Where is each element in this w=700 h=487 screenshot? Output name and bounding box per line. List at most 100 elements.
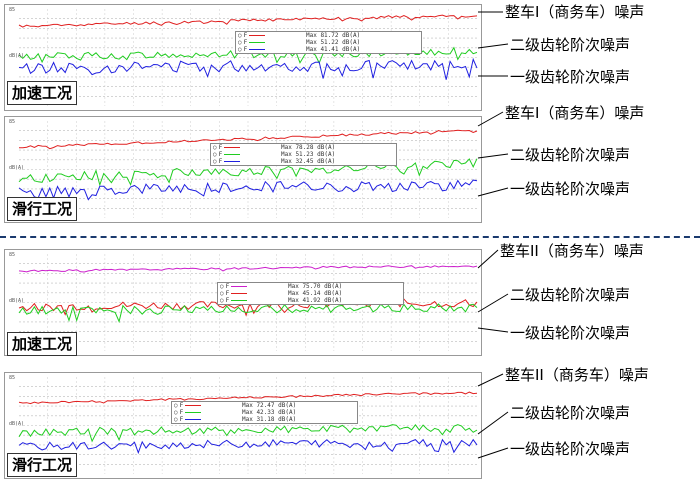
legend-marker: ○: [220, 283, 224, 290]
legend-row: ○ F Max 75.70 dB(A): [218, 283, 403, 290]
series-line-3: [18, 179, 478, 201]
callout-line: [477, 293, 509, 313]
legend-row: ○ F Max 81.72 dB(A): [236, 32, 421, 39]
annotation-vehicle-noise-1: 整车I（商务车）噪声: [505, 3, 645, 21]
series-line-1: [18, 14, 478, 28]
callout-line: [477, 249, 499, 269]
legend-swatch: [249, 49, 266, 50]
legend-row: ○ F Max 41.92 dB(A): [218, 297, 403, 304]
legend-swatch: [185, 405, 202, 406]
legend-label: F: [243, 32, 248, 39]
condition-badge-2: 滑行工况: [7, 197, 78, 221]
legend-max: Max 51.23 dB(A): [281, 151, 336, 158]
annotation-first-gear-1: 一级齿轮阶次噪声: [510, 68, 631, 86]
legend-marker: ○: [174, 402, 178, 409]
legend-max: Max 31.18 dB(A): [242, 416, 297, 423]
y-max-label-2: 85: [9, 119, 16, 125]
condition-badge-3: 加速工况: [7, 332, 78, 356]
y-max-label-1: 85: [9, 7, 16, 13]
series-line-1: [18, 265, 478, 273]
legend-marker: ○: [174, 409, 178, 416]
annotation-vehicle-noise-2: 整车I（商务车）噪声: [505, 104, 645, 122]
legend-max: Max 78.28 dB(A): [281, 144, 336, 151]
legend-row: ○ F Max 51.23 dB(A): [211, 151, 396, 158]
legend-swatch: [249, 42, 266, 43]
legend-1: ○ F Max 81.72 dB(A) ○ F Max 51.22 dB(A) ○ F Ma…: [235, 31, 422, 54]
legend-marker: ○: [220, 290, 224, 297]
legend-max: Max 72.47 dB(A): [242, 402, 297, 409]
legend-label: F: [243, 46, 248, 53]
legend-2: ○ F Max 78.28 dB(A) ○ F Max 51.23 dB(A) ○ F Ma…: [210, 143, 397, 166]
y-axis-label-2: dB(A): [9, 165, 25, 171]
callout-line: [477, 153, 509, 159]
legend-swatch: [185, 412, 202, 413]
chart-panel-2: 85 dB(A) ○ F Max 78.28 dB(A) ○ F Max 51.23 d…: [4, 116, 482, 223]
condition-badge-4: 滑行工况: [7, 453, 78, 477]
annotation-second-gear-2: 二级齿轮阶次噪声: [510, 146, 631, 164]
callout-line: [477, 111, 504, 127]
legend-label: F: [179, 402, 184, 409]
callout-line: [477, 43, 509, 49]
series-line-3: [18, 438, 478, 455]
legend-marker: ○: [220, 297, 224, 304]
y-max-label-4: 85: [9, 375, 16, 381]
annotation-second-gear-1: 二级齿轮阶次噪声: [510, 36, 631, 54]
series-line-2: [18, 298, 478, 317]
annotation-second-gear-3: 二级齿轮阶次噪声: [510, 286, 631, 304]
legend-swatch: [231, 293, 248, 294]
legend-4: ○ F Max 72.47 dB(A) ○ F Max 42.33 dB(A) ○ F Ma…: [171, 401, 358, 424]
legend-max: Max 81.72 dB(A): [306, 32, 361, 39]
legend-row: ○ F Max 32.45 dB(A): [211, 158, 396, 165]
chart-panel-1: 85 dB(A) ○ F Max 81.72 dB(A) ○ F Max 51.22 d…: [4, 4, 482, 111]
chart-panel-3: 85 dB(A) ○ F Max 75.70 dB(A) ○ F Max 45.14 d…: [4, 249, 482, 356]
legend-swatch: [231, 286, 248, 287]
legend-marker: ○: [238, 39, 242, 46]
legend-swatch: [224, 154, 241, 155]
callout-line: [477, 187, 509, 197]
legend-row: ○ F Max 41.41 dB(A): [236, 46, 421, 53]
legend-3: ○ F Max 75.70 dB(A) ○ F Max 45.14 dB(A) ○ F Ma…: [217, 282, 404, 305]
legend-marker: ○: [238, 46, 242, 53]
y-axis-label-1: dB(A): [9, 53, 25, 59]
legend-label: F: [179, 409, 184, 416]
legend-row: ○ F Max 31.18 dB(A): [172, 416, 357, 423]
series-line-3: [18, 303, 478, 324]
legend-row: ○ F Max 51.22 dB(A): [236, 39, 421, 46]
annotation-first-gear-3: 一级齿轮阶次噪声: [510, 324, 631, 342]
legend-row: ○ F Max 78.28 dB(A): [211, 144, 396, 151]
legend-label: F: [243, 39, 248, 46]
legend-max: Max 32.45 dB(A): [281, 158, 336, 165]
legend-marker: ○: [238, 32, 242, 39]
legend-label: F: [218, 158, 223, 165]
legend-label: F: [179, 416, 184, 423]
legend-label: F: [218, 144, 223, 151]
section-divider: [0, 236, 700, 238]
callout-line: [477, 447, 509, 459]
legend-swatch: [224, 161, 241, 162]
legend-label: F: [218, 151, 223, 158]
legend-label: F: [225, 297, 230, 304]
legend-max: Max 75.70 dB(A): [288, 283, 343, 290]
series-line-1: [18, 391, 478, 405]
legend-swatch: [249, 35, 266, 36]
series-line-2: [18, 158, 478, 187]
legend-row: ○ F Max 72.47 dB(A): [172, 402, 357, 409]
callout-line: [477, 373, 504, 387]
y-axis-label-4: dB(A): [9, 421, 25, 427]
annotation-first-gear-2: 一级齿轮阶次噪声: [510, 180, 631, 198]
legend-max: Max 41.41 dB(A): [306, 46, 361, 53]
y-max-label-3: 85: [9, 252, 16, 258]
series-line-3: [18, 57, 478, 80]
legend-swatch: [185, 419, 202, 420]
series-line-1: [18, 129, 478, 150]
legend-row: ○ F Max 45.14 dB(A): [218, 290, 403, 297]
legend-marker: ○: [174, 416, 178, 423]
legend-label: F: [225, 283, 230, 290]
callout-line: [477, 327, 509, 333]
legend-row: ○ F Max 42.33 dB(A): [172, 409, 357, 416]
y-axis-label-3: dB(A): [9, 298, 25, 304]
legend-max: Max 45.14 dB(A): [288, 290, 343, 297]
annotation-second-gear-4: 二级齿轮阶次噪声: [510, 404, 631, 422]
legend-max: Max 42.33 dB(A): [242, 409, 297, 416]
